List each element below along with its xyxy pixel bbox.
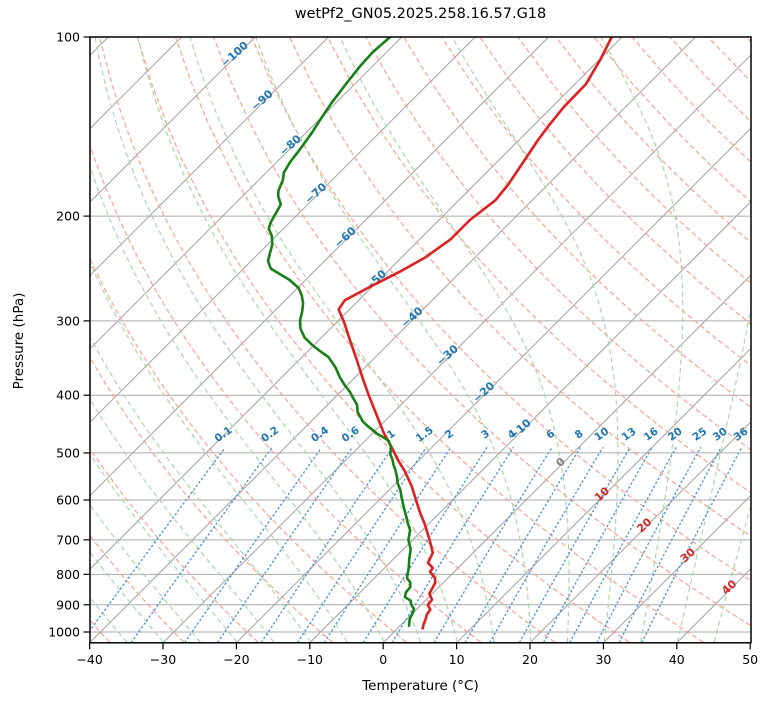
svg-text:10: 10 xyxy=(592,484,612,504)
svg-text:10: 10 xyxy=(449,652,465,667)
temperature-curve xyxy=(337,37,613,630)
svg-text:10: 10 xyxy=(592,425,611,443)
dry-adiabat-lines xyxy=(90,37,751,643)
svg-text:20: 20 xyxy=(666,425,685,443)
plot-frame xyxy=(89,36,752,644)
mixing-ratio-labels: 0.1 0.2 0.4 0.6 1 1.5 2 3 4 6 8 10 13 16 20 25 30 36 xyxy=(212,424,750,445)
svg-text:20: 20 xyxy=(634,515,654,535)
svg-text:500: 500 xyxy=(56,445,80,460)
svg-text:400: 400 xyxy=(56,388,80,403)
svg-text:30: 30 xyxy=(678,545,698,565)
svg-text:1000: 1000 xyxy=(48,625,80,640)
isotherm-lines xyxy=(90,37,751,643)
y-axis-label: Pressure (hPa) xyxy=(11,292,27,390)
svg-text:−10: −10 xyxy=(297,652,323,667)
svg-text:30: 30 xyxy=(595,652,611,667)
svg-text:−100: −100 xyxy=(218,39,251,70)
svg-text:40: 40 xyxy=(669,652,685,667)
dewpoint-curve xyxy=(266,37,416,627)
svg-text:25: 25 xyxy=(690,425,709,443)
svg-text:−20: −20 xyxy=(470,379,497,405)
svg-text:40: 40 xyxy=(719,577,739,597)
x-axis-label: Temperature (°C) xyxy=(362,678,479,694)
chart-title: wetPf2_GN05.2025.258.16.57.G18 xyxy=(294,6,547,22)
sounding-profiles xyxy=(266,37,613,630)
svg-text:0: 0 xyxy=(379,652,387,667)
svg-text:2: 2 xyxy=(443,428,456,442)
svg-text:−40: −40 xyxy=(76,652,102,667)
svg-text:600: 600 xyxy=(56,493,80,508)
moist-adiabat-lines xyxy=(90,37,751,643)
svg-text:36: 36 xyxy=(732,425,751,443)
svg-text:−60: −60 xyxy=(332,224,359,250)
svg-text:800: 800 xyxy=(56,567,80,582)
svg-text:0.4: 0.4 xyxy=(309,424,331,445)
svg-text:−90: −90 xyxy=(249,87,276,113)
svg-text:0.2: 0.2 xyxy=(259,424,281,445)
svg-text:30: 30 xyxy=(711,425,730,443)
svg-text:8: 8 xyxy=(573,428,586,442)
svg-text:700: 700 xyxy=(56,532,80,547)
svg-text:−40: −40 xyxy=(399,304,426,330)
svg-text:20: 20 xyxy=(522,652,538,667)
svg-text:−30: −30 xyxy=(150,652,176,667)
svg-text:200: 200 xyxy=(56,209,80,224)
svg-text:0: 0 xyxy=(553,455,568,470)
svg-text:900: 900 xyxy=(56,597,80,612)
svg-text:−80: −80 xyxy=(277,132,304,158)
y-axis-ticks: 100 200 300 400 500 600 700 800 900 1000 xyxy=(48,30,90,640)
svg-text:−10: −10 xyxy=(507,416,534,442)
svg-text:−30: −30 xyxy=(434,342,461,368)
svg-text:100: 100 xyxy=(56,30,80,45)
svg-text:0.6: 0.6 xyxy=(340,424,362,445)
mixing-ratio-lines xyxy=(90,447,743,643)
x-axis-ticks: −40 −30 −20 −10 0 10 20 30 40 50 xyxy=(76,642,758,667)
svg-text:−20: −20 xyxy=(223,652,249,667)
svg-text:1.5: 1.5 xyxy=(414,424,436,445)
svg-text:300: 300 xyxy=(56,313,80,328)
svg-text:50: 50 xyxy=(742,652,758,667)
svg-text:13: 13 xyxy=(620,425,639,443)
